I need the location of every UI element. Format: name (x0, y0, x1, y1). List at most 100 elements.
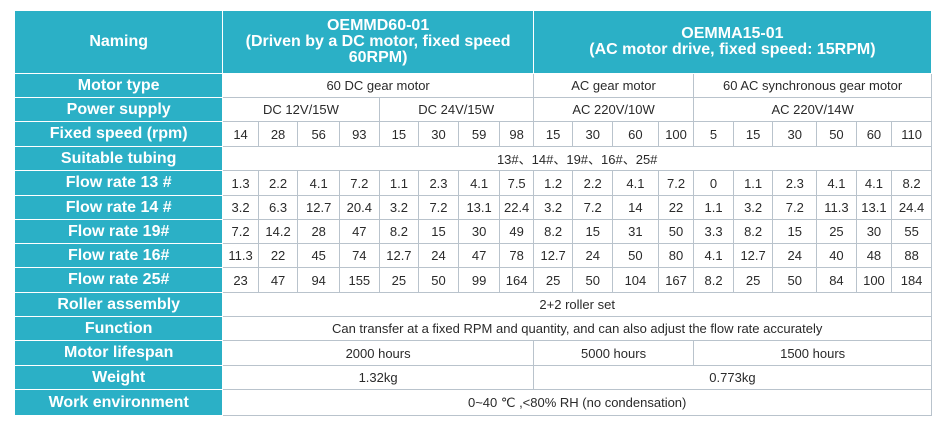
flow13-label: Flow rate 13 # (13, 170, 224, 196)
flow19-row: Flow rate 19# 7.2 14.2 28 47 8.2 15 30 49 8.2 15 3… (13, 219, 932, 244)
flow14-cell: 7.2 (772, 195, 818, 220)
flow14-cell: 13.1 (457, 195, 501, 220)
flow25-cell: 100 (855, 267, 893, 293)
power-dc12: DC 12V/15W (222, 97, 380, 122)
speeds-cell: 60 (612, 121, 659, 147)
flow19-cell: 15 (572, 219, 613, 244)
power-supply-row: Power supply DC 12V/15W DC 24V/15W AC 22… (13, 97, 932, 122)
motor-type-row: Motor type 60 DC gear motor AC gear moto… (13, 73, 932, 98)
suitable-tubing-value: 13#、14#、19#、16#、25# (222, 146, 932, 171)
speeds-cell: 110 (891, 121, 932, 147)
flow16-cell: 24 (572, 243, 613, 268)
spec-table: Naming OEMMD60-01 (Driven by a DC motor,… (13, 10, 933, 416)
flow13-cell: 4.1 (297, 170, 341, 196)
flow19-cell: 31 (612, 219, 659, 244)
speeds-cell: 30 (772, 121, 818, 147)
dc-model-header: OEMMD60-01 (Driven by a DC motor, fixed … (222, 10, 534, 74)
flow25-cell: 104 (612, 267, 659, 293)
flow13-cell: 4.1 (612, 170, 659, 196)
flow13-cell: 1.3 (222, 170, 259, 196)
flow19-cell: 25 (816, 219, 857, 244)
weight-ac: 0.773kg (532, 365, 933, 390)
flow19-cell: 8.2 (732, 219, 774, 244)
flow14-cell: 3.2 (222, 195, 259, 220)
flow19-cell: 8.2 (532, 219, 574, 244)
flow14-cell: 22 (657, 195, 695, 220)
flow16-cell: 11.3 (222, 243, 259, 268)
flow16-cell: 22 (257, 243, 299, 268)
flow16-row: Flow rate 16# 11.3 22 45 74 12.7 24 47 78 12.7 24… (13, 243, 932, 268)
roller-assembly-value: 2+2 roller set (222, 292, 932, 317)
flow19-cell: 15 (772, 219, 818, 244)
flow14-cell: 12.7 (297, 195, 341, 220)
flow25-label: Flow rate 25# (13, 267, 224, 293)
function-value: Can transfer at a fixed RPM and quantity… (222, 316, 932, 341)
flow16-cell: 24 (772, 243, 818, 268)
flow25-cell: 47 (257, 267, 299, 293)
speeds-cell: 15 (732, 121, 774, 147)
motor-type-label: Motor type (13, 73, 224, 98)
flow25-cell: 99 (457, 267, 501, 293)
weight-dc: 1.32kg (222, 365, 534, 390)
flow13-cell: 7.5 (499, 170, 534, 196)
flow13-cell: 2.2 (572, 170, 613, 196)
header-row: Naming OEMMD60-01 (Driven by a DC motor,… (13, 10, 933, 74)
flow19-cell: 55 (891, 219, 932, 244)
flow16-cell: 50 (612, 243, 659, 268)
flow16-cell: 40 (816, 243, 857, 268)
flow16-cell: 80 (657, 243, 695, 268)
flow16-cell: 12.7 (732, 243, 774, 268)
motor-type-ac-gear: AC gear motor (532, 73, 695, 98)
lifespan-ac-gear: 5000 hours (532, 340, 695, 366)
flow13-cell: 8.2 (891, 170, 932, 196)
flow13-cell: 4.1 (816, 170, 857, 196)
flow14-row: Flow rate 14 # 3.2 6.3 12.7 20.4 3.2 7.2 13.1 2… (13, 195, 932, 220)
suitable-tubing-label: Suitable tubing (13, 146, 224, 171)
roller-assembly-label: Roller assembly (13, 292, 224, 317)
flow19-cell: 47 (339, 219, 380, 244)
speeds-cell: 14 (222, 121, 259, 147)
weight-label: Weight (13, 365, 224, 390)
flow14-cell: 11.3 (816, 195, 857, 220)
speeds-cell: 98 (499, 121, 534, 147)
flow25-cell: 50 (572, 267, 613, 293)
flow14-cell: 1.1 (693, 195, 734, 220)
speeds-cell: 93 (339, 121, 380, 147)
power-supply-label: Power supply (13, 97, 224, 122)
flow16-cell: 4.1 (693, 243, 734, 268)
flow16-cell: 45 (297, 243, 341, 268)
flow19-cell: 28 (297, 219, 341, 244)
flow14-cell: 3.2 (532, 195, 574, 220)
flow13-cell: 1.1 (378, 170, 420, 196)
speeds-cell: 15 (532, 121, 574, 147)
flow14-cell: 22.4 (499, 195, 534, 220)
speeds-cell: 56 (297, 121, 341, 147)
flow19-cell: 30 (457, 219, 501, 244)
flow25-cell: 23 (222, 267, 259, 293)
flow25-row: Flow rate 25# 23 47 94 155 25 50 99 164 25 50 104 1… (13, 267, 932, 293)
flow13-row: Flow rate 13 # 1.3 2.2 4.1 7.2 1.1 2.3 4.1 7.5 1… (13, 170, 932, 196)
flow19-cell: 14.2 (257, 219, 299, 244)
flow14-cell: 7.2 (418, 195, 459, 220)
ac-model-header: OEMMA15-01 (AC motor drive, fixed speed:… (532, 10, 933, 74)
flow16-cell: 24 (418, 243, 459, 268)
flow13-cell: 0 (693, 170, 734, 196)
flow25-cell: 167 (657, 267, 695, 293)
speeds-cell: 59 (457, 121, 501, 147)
dc-model-name: OEMMD60-01 (326, 17, 430, 34)
flow19-label: Flow rate 19# (13, 219, 224, 244)
flow25-cell: 25 (532, 267, 574, 293)
roller-assembly-row: Roller assembly 2+2 roller set (13, 292, 932, 317)
fixed-speed-row: Fixed speed (rpm) 14 28 56 93 15 30 59 98 15 30 60… (13, 121, 932, 147)
flow14-cell: 20.4 (339, 195, 380, 220)
motor-type-ac-sync: 60 AC synchronous gear motor (693, 73, 932, 98)
flow13-cell: 2.2 (257, 170, 299, 196)
flow14-cell: 13.1 (855, 195, 893, 220)
work-environment-label: Work environment (13, 389, 224, 416)
work-environment-row: Work environment 0~40 ℃ ,<80% RH (no con… (13, 389, 932, 416)
flow16-cell: 47 (457, 243, 501, 268)
flow25-cell: 25 (732, 267, 774, 293)
flow25-cell: 25 (378, 267, 420, 293)
speeds-cell: 60 (855, 121, 893, 147)
suitable-tubing-row: Suitable tubing 13#、14#、19#、16#、25# (13, 146, 932, 171)
